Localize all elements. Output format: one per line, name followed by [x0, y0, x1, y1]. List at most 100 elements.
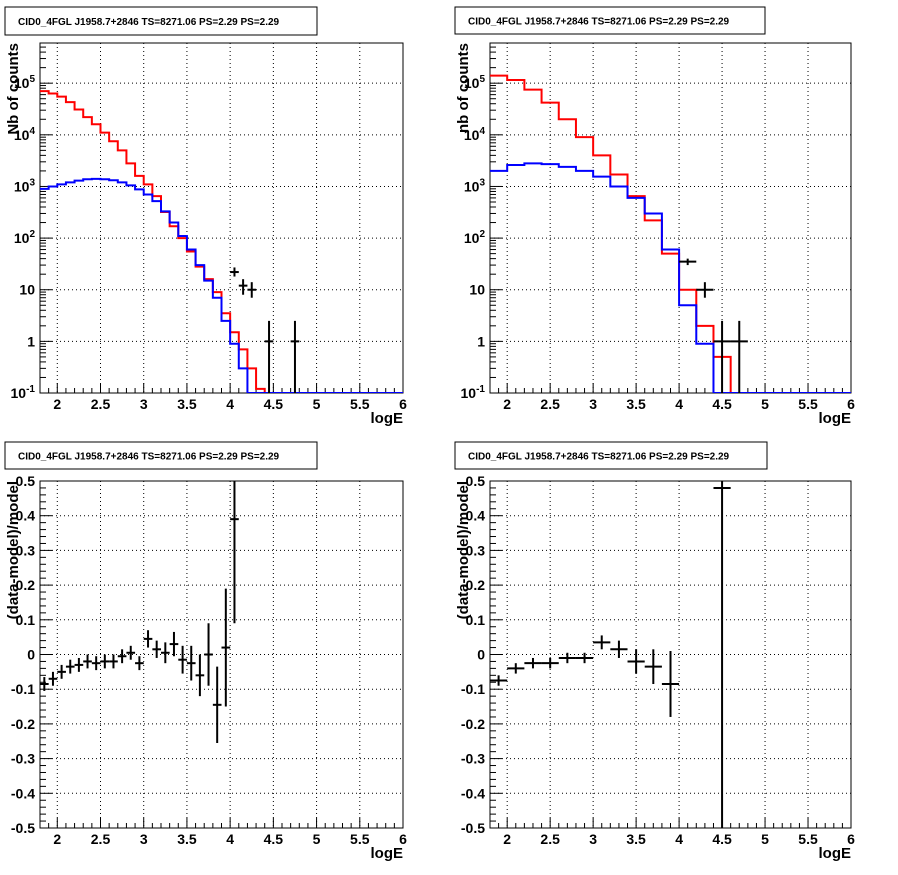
x-tick-label: 3 — [140, 396, 148, 412]
x-tick-label: 2 — [53, 831, 61, 847]
x-tick-label: 6 — [399, 396, 407, 412]
data-point — [230, 481, 239, 624]
x-tick-label: 3 — [589, 396, 597, 412]
data-point — [290, 320, 300, 393]
data-point — [730, 320, 748, 393]
chart-title: CID0_4FGL J1958.7+2846 TS=8271.06 PS=2.2… — [18, 17, 280, 28]
data-point — [696, 282, 714, 298]
plot-frame — [489, 42, 852, 394]
data-point — [178, 645, 187, 674]
y-tick-label: 10-1 — [11, 384, 36, 401]
data-point — [57, 664, 66, 679]
y-tick-label: 10 — [19, 282, 35, 298]
data-point — [627, 649, 645, 674]
y-axis-label: Nb of counts — [5, 43, 22, 135]
y-tick-label: 0.1 — [16, 612, 36, 628]
x-tick-label: 2 — [503, 396, 511, 412]
data-point — [100, 654, 110, 669]
y-tick-label: 102 — [464, 229, 486, 246]
plot-area — [40, 90, 403, 393]
x-tick-label: 3.5 — [626, 831, 646, 847]
data-point — [161, 642, 170, 664]
x-tick-label: 2.5 — [540, 831, 560, 847]
plot-frame — [39, 42, 404, 394]
x-tick-label: 3 — [589, 831, 597, 847]
y-axis-label: nb of counts — [455, 43, 472, 133]
y-tick-label: 10 — [469, 282, 485, 298]
y-tick-label: 103 — [14, 177, 36, 194]
data-point — [169, 631, 179, 657]
y-tick-label: 105 — [464, 74, 486, 91]
x-tick-label: 4 — [226, 396, 234, 412]
x-tick-label: 3.5 — [177, 396, 197, 412]
x-tick-label: 2 — [53, 396, 61, 412]
data-point — [212, 666, 222, 743]
y-tick-label: 0.2 — [466, 577, 486, 593]
x-tick-label: 5 — [761, 396, 769, 412]
data-point — [575, 652, 594, 664]
y-tick-label: 0 — [27, 647, 35, 663]
data-point — [83, 654, 92, 669]
chart-panel-3: CID0_4FGL J1958.7+2846 TS=8271.06 PS=2.2… — [4, 441, 407, 862]
title-box — [4, 6, 318, 36]
x-axis-label: logE — [819, 845, 852, 862]
chart-title: CID0_4FGL J1958.7+2846 TS=8271.06 PS=2.2… — [468, 17, 730, 28]
x-axis-label: logE — [371, 410, 404, 427]
x-tick-label: 3 — [140, 831, 148, 847]
y-tick-label: -0.2 — [461, 716, 485, 732]
x-tick-label: 4.5 — [712, 831, 732, 847]
y-tick-label: 104 — [464, 126, 486, 143]
data-point — [264, 320, 274, 393]
y-tick-label: -0.1 — [11, 681, 35, 697]
y-tick-label: 0.1 — [466, 612, 486, 628]
x-tick-label: 4.5 — [264, 831, 284, 847]
chart-title: CID0_4FGL J1958.7+2846 TS=8271.06 PS=2.2… — [18, 452, 280, 463]
title-box — [454, 6, 766, 35]
data-point — [126, 645, 136, 660]
data-point — [195, 654, 205, 697]
data-point — [713, 320, 731, 393]
data-point — [40, 677, 49, 691]
data-point — [65, 659, 75, 674]
title-box — [454, 441, 768, 470]
y-tick-label: -0.5 — [461, 820, 485, 836]
data-point — [74, 657, 84, 672]
y-tick-label: 0.3 — [16, 542, 36, 558]
series-line-red — [490, 74, 851, 393]
data-point — [186, 645, 196, 681]
data-point — [524, 657, 542, 669]
data-point — [91, 656, 101, 671]
x-tick-label: 5 — [313, 396, 321, 412]
plot-area — [40, 481, 239, 743]
y-tick-label: -0.4 — [11, 785, 35, 801]
y-tick-label: 0.4 — [16, 508, 36, 524]
data-point — [644, 649, 662, 684]
chart-panel-2: CID0_4FGL J1958.7+2846 TS=8271.06 PS=2.2… — [454, 6, 855, 427]
data-point — [230, 267, 239, 277]
y-tick-label: 0.2 — [16, 577, 36, 593]
y-tick-label: -0.5 — [11, 820, 35, 836]
x-tick-label: 2.5 — [91, 396, 111, 412]
y-tick-label: 105 — [14, 74, 36, 91]
series-line-red — [40, 90, 403, 393]
data-point — [679, 258, 697, 266]
data-point — [109, 654, 118, 669]
data-point — [48, 671, 58, 686]
y-tick-label: 1 — [477, 333, 485, 349]
data-point — [247, 282, 257, 298]
y-tick-label: 0.5 — [466, 473, 486, 489]
data-point — [135, 656, 144, 671]
data-point — [117, 649, 127, 664]
x-axis-label: logE — [819, 410, 852, 427]
plot-area — [490, 74, 851, 393]
y-tick-label: 104 — [14, 126, 36, 143]
x-tick-label: 6 — [847, 831, 855, 847]
y-axis-label: (data-model)/model — [455, 481, 472, 619]
data-point — [238, 279, 248, 295]
x-tick-label: 4.5 — [712, 396, 732, 412]
x-tick-label: 6 — [399, 831, 407, 847]
data-point — [713, 481, 731, 828]
y-tick-label: 1 — [27, 333, 35, 349]
y-tick-label: -0.1 — [461, 681, 485, 697]
